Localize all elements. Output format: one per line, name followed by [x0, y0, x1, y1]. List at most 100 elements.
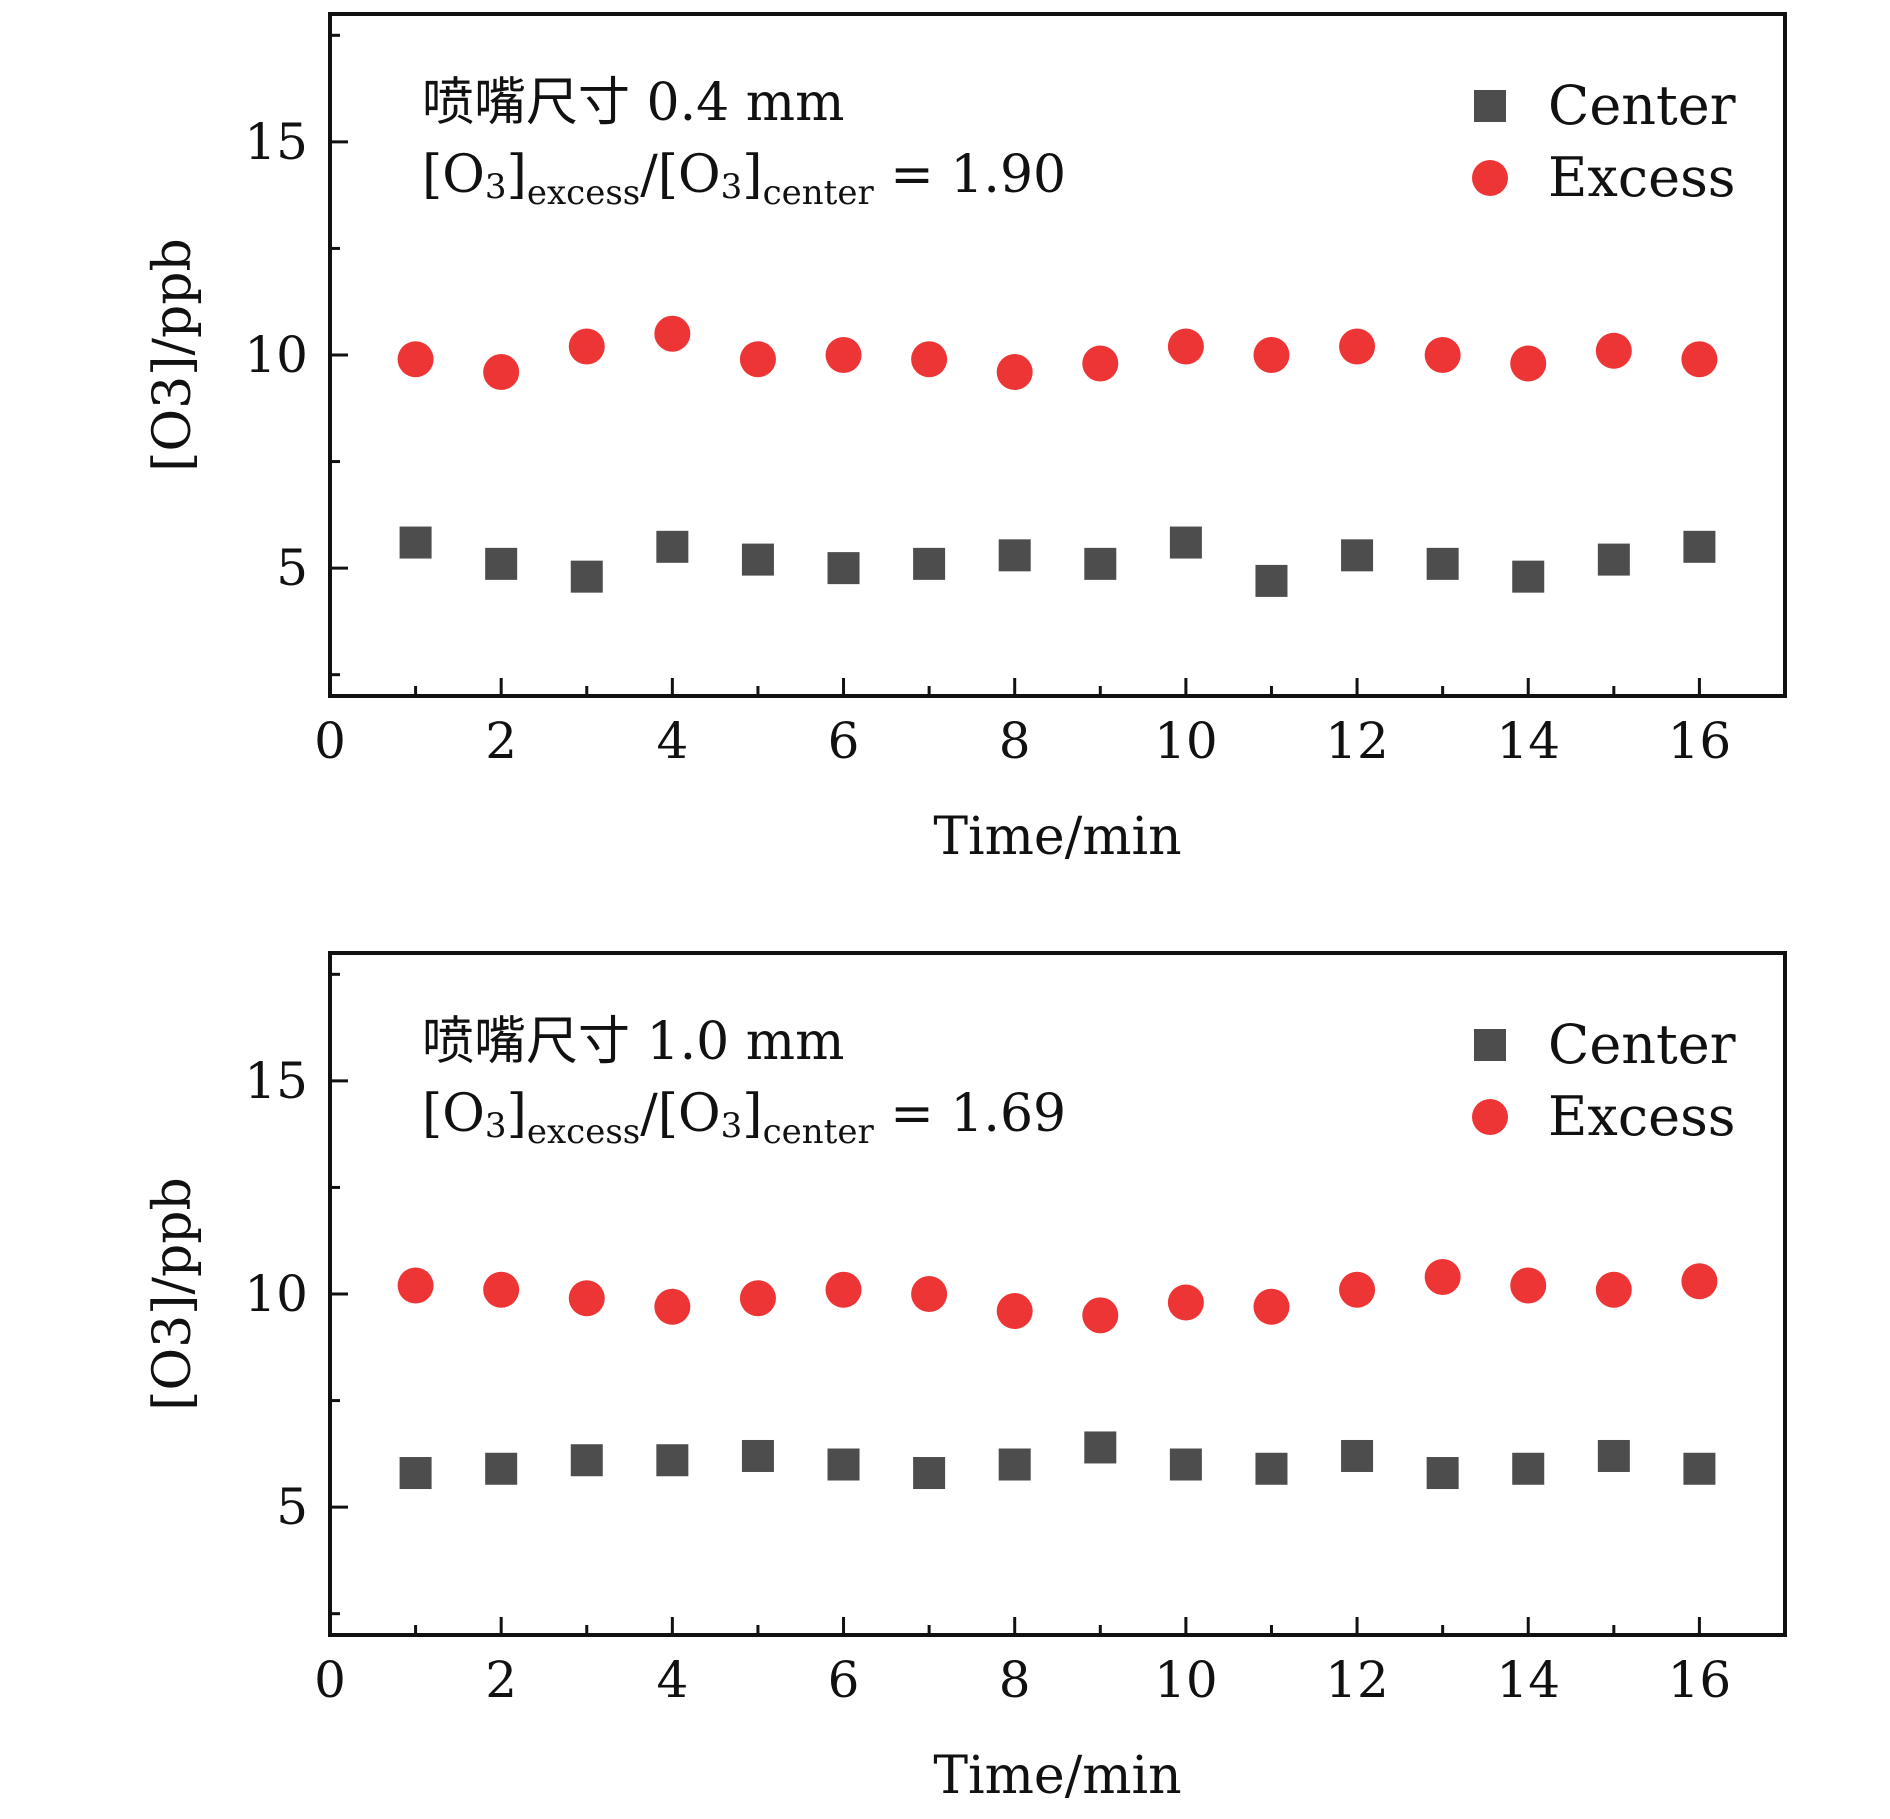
x-tick-label: 14: [1496, 1651, 1560, 1709]
annotation-ratio: [O3]excess/[O3]center = 1.90: [422, 145, 1066, 213]
x-tick-label: 14: [1496, 712, 1560, 770]
data-point-excess: [1681, 341, 1718, 378]
y-tick-label: 15: [244, 113, 308, 171]
x-tick-label: 6: [828, 712, 860, 770]
y-tick-label: 5: [276, 539, 308, 597]
x-tick-label: 10: [1154, 1651, 1218, 1709]
data-point-excess: [996, 1293, 1033, 1330]
y-tick-label: 15: [244, 1052, 308, 1110]
data-point-excess: [1595, 1271, 1632, 1308]
ratio-label-2: center: [763, 1112, 875, 1152]
legend-label-excess: Excess: [1548, 1085, 1736, 1148]
data-point-center: [741, 1439, 774, 1472]
data-point-excess: [825, 1271, 862, 1308]
data-point-center: [1341, 1439, 1374, 1472]
data-point-center: [827, 552, 860, 585]
ratio-label-2: center: [763, 173, 875, 213]
data-point-center: [1426, 1457, 1459, 1490]
data-point-center: [1169, 1448, 1202, 1481]
x-tick-label: 0: [314, 1651, 346, 1709]
x-tick-label: 16: [1668, 1651, 1732, 1709]
y-axis-title: [O3]/ppb: [143, 1177, 203, 1411]
legend-marker-excess: [1472, 1099, 1508, 1135]
series-center: [399, 1431, 1716, 1490]
x-axis-title: Time/min: [933, 1746, 1181, 1806]
x-tick-label: 4: [656, 1651, 688, 1709]
x-tick-label: 2: [485, 1651, 517, 1709]
data-point-excess: [397, 1267, 434, 1304]
data-point-center: [656, 530, 689, 563]
data-point-center: [741, 543, 774, 576]
y-axis-title: [O3]/ppb: [143, 238, 203, 472]
x-tick-label: 16: [1668, 712, 1732, 770]
ratio-bracket: /[O: [640, 1084, 720, 1144]
data-point-center: [1597, 543, 1630, 576]
data-point-center: [913, 1457, 946, 1490]
legend-label-center: Center: [1548, 1013, 1736, 1076]
chart-panel-1: 0 2 4 6 8 10 12 14 16 5 10 15 Time/min [O3]/ppb 喷嘴尺寸 0…: [143, 12, 1787, 867]
y-tick-label: 10: [244, 326, 308, 384]
data-point-excess: [1339, 328, 1376, 365]
data-point-center: [1512, 560, 1545, 593]
data-point-excess: [911, 1276, 948, 1312]
series-excess: [397, 315, 1718, 391]
ratio-label: excess: [527, 1112, 640, 1152]
data-point-excess: [996, 354, 1033, 391]
data-point-center: [1084, 1431, 1117, 1464]
data-point-excess: [654, 1288, 691, 1325]
x-tick-label: 12: [1325, 712, 1389, 770]
ratio-sub: 3: [485, 1106, 507, 1146]
data-point-center: [1341, 539, 1374, 572]
data-point-center: [998, 539, 1031, 572]
data-point-excess: [397, 341, 434, 378]
data-point-excess: [739, 1280, 776, 1317]
legend-label-excess: Excess: [1548, 146, 1736, 209]
x-axis-title: Time/min: [933, 807, 1181, 867]
x-tick-label: 12: [1325, 1651, 1389, 1709]
data-point-center: [1084, 547, 1117, 580]
data-point-excess: [739, 341, 776, 378]
data-point-excess: [568, 328, 605, 365]
data-point-center: [485, 547, 518, 580]
legend: Center Excess: [1472, 74, 1736, 209]
data-point-excess: [1595, 332, 1632, 369]
data-point-excess: [1253, 1288, 1290, 1325]
ratio-bracket: ]: [742, 145, 762, 205]
legend-marker-center: [1474, 90, 1506, 122]
x-tick-label: 8: [999, 712, 1031, 770]
ratio-bracket: /[O: [640, 145, 720, 205]
data-point-center: [1255, 1452, 1288, 1485]
ratio-sub: 3: [485, 167, 507, 207]
data-point-excess: [1424, 1258, 1461, 1295]
data-point-center: [1683, 1452, 1716, 1485]
data-point-center: [1426, 547, 1459, 580]
data-point-center: [1683, 530, 1716, 563]
data-point-excess: [1339, 1271, 1376, 1308]
ratio-bracket: ]: [507, 145, 527, 205]
series-excess: [397, 1258, 1718, 1334]
data-point-center: [656, 1444, 689, 1477]
x-tick-label: 6: [828, 1651, 860, 1709]
legend-marker-center: [1474, 1029, 1506, 1061]
data-point-excess: [911, 341, 948, 378]
data-point-excess: [483, 1271, 520, 1308]
data-point-excess: [1082, 345, 1119, 382]
data-point-excess: [1510, 345, 1547, 382]
data-point-center: [1597, 1439, 1630, 1472]
data-point-excess: [1082, 1297, 1119, 1334]
data-point-excess: [483, 354, 520, 391]
data-point-excess: [1681, 1263, 1718, 1300]
data-point-center: [570, 560, 603, 593]
data-point-excess: [654, 315, 691, 352]
data-point-center: [1512, 1452, 1545, 1485]
data-point-excess: [568, 1280, 605, 1317]
ratio-label: excess: [527, 173, 640, 213]
data-point-excess: [1424, 337, 1461, 373]
ratio-value: = 1.69: [874, 1084, 1066, 1144]
ratio-bracket: [O: [422, 145, 485, 205]
x-tick-label: 0: [314, 712, 346, 770]
ratio-sub: 3: [721, 167, 743, 207]
ratio-bracket: ]: [742, 1084, 762, 1144]
legend: Center Excess: [1472, 1013, 1736, 1148]
